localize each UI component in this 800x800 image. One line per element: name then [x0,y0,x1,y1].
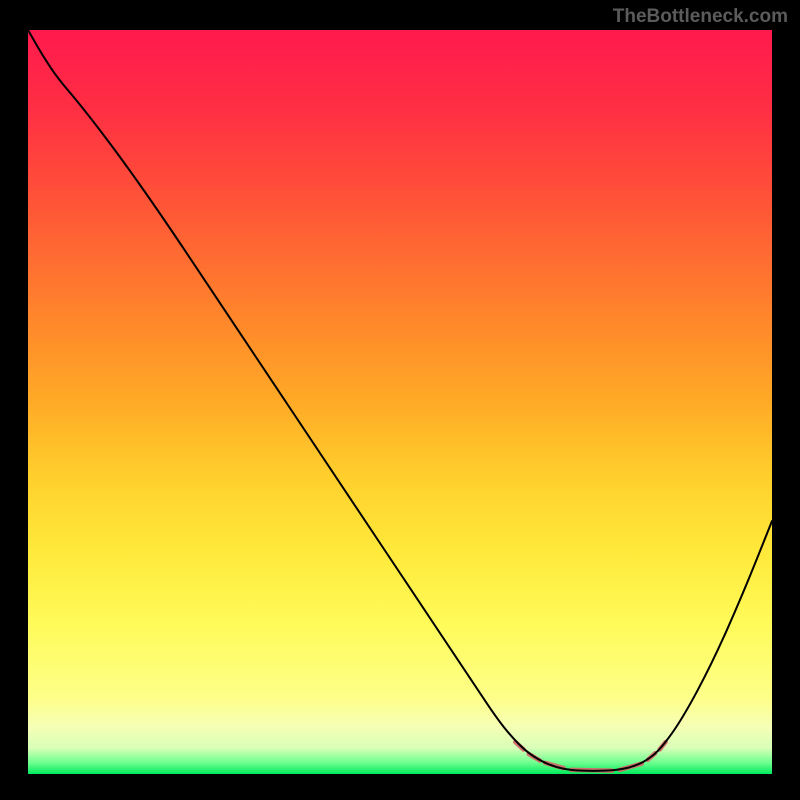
plot-area [28,30,772,770]
bottom-marks [515,742,665,771]
watermark-text: TheBottleneck.com [613,6,788,28]
main-curve [28,30,772,771]
curve-layer [28,30,772,774]
